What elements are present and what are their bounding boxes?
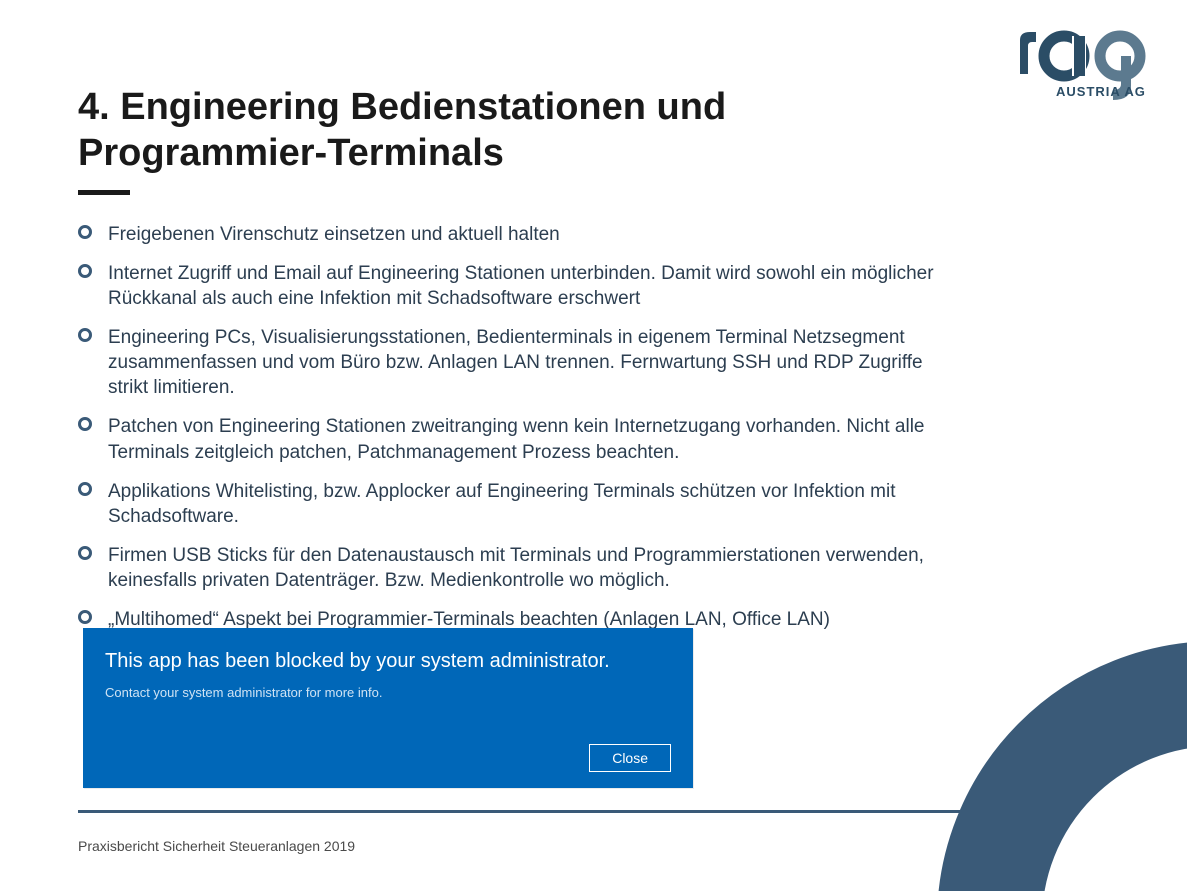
bullet-marker-icon xyxy=(78,482,92,496)
bullet-list: Freigebenen Virenschutz einsetzen und ak… xyxy=(78,222,943,646)
dialog-title: This app has been blocked by your system… xyxy=(105,648,671,675)
bullet-text: Internet Zugriff und Email auf Engineeri… xyxy=(108,263,934,309)
blocked-app-dialog: This app has been blocked by your system… xyxy=(83,628,693,788)
bullet-text: „Multihomed“ Aspekt bei Programmier-Term… xyxy=(108,609,830,630)
dialog-subtitle: Contact your system administrator for mo… xyxy=(105,685,671,700)
bullet-item: Freigebenen Virenschutz einsetzen und ak… xyxy=(78,222,943,247)
logo-subtext: AUSTRIA AG xyxy=(1056,84,1146,99)
footer-divider xyxy=(78,810,988,813)
footer-text: Praxisbericht Sicherheit Steueranlagen 2… xyxy=(78,838,355,854)
bullet-marker-icon xyxy=(78,610,92,624)
bullet-item: Patchen von Engineering Stationen zweitr… xyxy=(78,414,943,464)
title-underline xyxy=(78,190,130,195)
bullet-text: Freigebenen Virenschutz einsetzen und ak… xyxy=(108,224,560,245)
slide-title: 4. Engineering Bedienstationen und Progr… xyxy=(78,85,828,176)
bullet-item: Firmen USB Sticks für den Datenaustausch… xyxy=(78,543,943,593)
bullet-text: Firmen USB Sticks für den Datenaustausch… xyxy=(108,545,924,591)
bullet-text: Patchen von Engineering Stationen zweitr… xyxy=(108,416,925,462)
bullet-item: Engineering PCs, Visualisierungsstatione… xyxy=(78,325,943,400)
bullet-item: Internet Zugriff und Email auf Engineeri… xyxy=(78,261,943,311)
bullet-marker-icon xyxy=(78,225,92,239)
bullet-marker-icon xyxy=(78,546,92,560)
bullet-marker-icon xyxy=(78,417,92,431)
decorative-arc xyxy=(937,641,1187,891)
bullet-text: Engineering PCs, Visualisierungsstatione… xyxy=(108,327,923,398)
bullet-marker-icon xyxy=(78,264,92,278)
bullet-item: Applikations Whitelisting, bzw. Applocke… xyxy=(78,479,943,529)
company-logo: AUSTRIA AG xyxy=(1012,30,1152,102)
presentation-slide: AUSTRIA AG 4. Engineering Bedienstatione… xyxy=(0,0,1187,891)
close-button[interactable]: Close xyxy=(589,744,671,772)
bullet-marker-icon xyxy=(78,328,92,342)
bullet-text: Applikations Whitelisting, bzw. Applocke… xyxy=(108,481,896,527)
